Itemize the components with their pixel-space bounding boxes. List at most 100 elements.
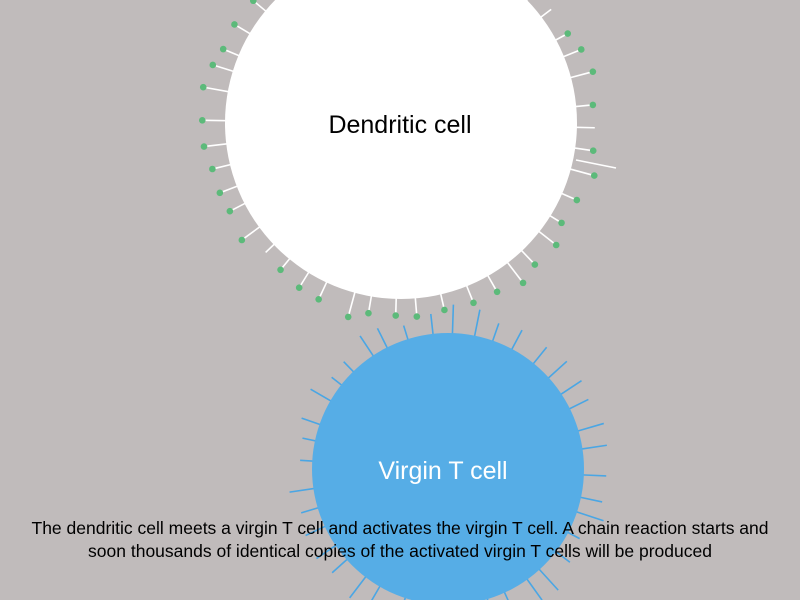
receptor-spike bbox=[574, 104, 591, 108]
receptor-spike bbox=[580, 444, 607, 450]
receptor-spike bbox=[553, 549, 571, 563]
antigen-dot bbox=[238, 236, 246, 244]
receptor-spike bbox=[301, 417, 322, 426]
receptor-spike bbox=[302, 437, 318, 442]
receptor-spike bbox=[349, 575, 368, 599]
t-cell-receptors bbox=[289, 304, 607, 600]
receptor-spike bbox=[525, 577, 543, 600]
receptor-spike bbox=[347, 290, 357, 316]
receptor-spike bbox=[439, 292, 445, 309]
receptor-spike bbox=[205, 142, 229, 148]
receptor-spike bbox=[331, 376, 344, 387]
dendritic-cell bbox=[225, 0, 577, 299]
receptor-spike bbox=[575, 159, 617, 169]
antigen-dot bbox=[493, 288, 501, 296]
antigen-dot bbox=[589, 101, 597, 109]
receptor-spike bbox=[367, 294, 373, 312]
dendritic-cell-label: Dendritic cell bbox=[328, 111, 472, 139]
antigen-dot bbox=[392, 312, 400, 319]
receptor-spike bbox=[343, 361, 356, 374]
receptor-spike bbox=[403, 595, 407, 600]
receptor-spike bbox=[546, 360, 568, 380]
dendritic-cell-antigens bbox=[198, 0, 598, 321]
receptor-spike bbox=[537, 567, 559, 591]
antigen-dot bbox=[552, 241, 560, 249]
receptor-spike bbox=[510, 329, 523, 352]
receptor-spike bbox=[559, 380, 582, 396]
antigen-dot bbox=[295, 284, 303, 291]
antigen-dot bbox=[209, 61, 217, 69]
antigen-dot bbox=[590, 172, 598, 179]
receptor-spike bbox=[265, 242, 276, 253]
antigen-dot bbox=[226, 207, 234, 215]
receptor-spike bbox=[231, 201, 247, 211]
virgin-t-cell bbox=[312, 333, 584, 600]
antigen-dot bbox=[441, 306, 448, 314]
receptor-spike bbox=[214, 163, 233, 170]
receptor-spike bbox=[560, 192, 576, 201]
antigen-dot bbox=[200, 143, 208, 150]
receptor-spike bbox=[491, 323, 500, 343]
receptor-spike bbox=[300, 506, 320, 514]
receptor-spike bbox=[318, 280, 329, 298]
antigen-dot bbox=[589, 147, 597, 154]
receptor-spike bbox=[568, 71, 592, 79]
receptor-spike bbox=[316, 543, 338, 560]
antigen-dot bbox=[198, 117, 206, 124]
receptor-spike bbox=[576, 422, 605, 433]
receptor-spike bbox=[531, 346, 548, 366]
antigen-dot bbox=[470, 299, 477, 307]
receptor-spike bbox=[505, 260, 523, 282]
antigen-dot bbox=[413, 313, 421, 320]
antigen-dot bbox=[199, 83, 207, 91]
caption: The dendritic cell meets a virgin T cell… bbox=[31, 518, 769, 561]
receptor-spike bbox=[289, 487, 316, 493]
receptor-spike bbox=[553, 33, 567, 42]
antigen-dot bbox=[231, 21, 238, 28]
receptor-spike bbox=[359, 335, 375, 358]
receptor-spike bbox=[254, 1, 268, 13]
antigen-dot bbox=[558, 219, 565, 227]
antigen-dot bbox=[249, 0, 257, 5]
dendritic-cell-receptors bbox=[204, 0, 617, 316]
receptor-spike bbox=[402, 325, 410, 342]
receptor-spike bbox=[224, 49, 241, 57]
antigen-dot bbox=[344, 313, 352, 321]
antigen-dot bbox=[531, 261, 539, 268]
receptor-spike bbox=[214, 64, 235, 73]
receptor-spike bbox=[414, 296, 418, 315]
receptor-spike bbox=[371, 584, 382, 600]
antigen-dot bbox=[519, 279, 527, 287]
antigen-dot bbox=[573, 196, 581, 204]
t-cell-label: Virgin T cell bbox=[378, 457, 508, 485]
antigen-dot bbox=[365, 309, 372, 317]
receptor-spike bbox=[429, 313, 435, 336]
receptor-spike bbox=[331, 557, 349, 574]
antigen-dot bbox=[219, 45, 227, 53]
receptor-spike bbox=[473, 309, 481, 338]
receptor-spike bbox=[465, 284, 474, 302]
receptor-spike bbox=[376, 327, 389, 350]
receptor-spike bbox=[537, 229, 556, 245]
receptor-spike bbox=[566, 530, 581, 540]
antigen-dot bbox=[589, 68, 597, 75]
receptor-spike bbox=[451, 304, 455, 336]
receptor-spike bbox=[561, 49, 580, 59]
receptor-spike bbox=[503, 590, 509, 600]
receptor-spike bbox=[300, 459, 315, 462]
antigen-dot bbox=[577, 46, 585, 53]
antigen-dot bbox=[277, 266, 284, 274]
antigen-dot bbox=[209, 165, 216, 173]
receptor-spike bbox=[299, 270, 311, 287]
antigen-dot bbox=[216, 189, 224, 197]
receptor-spike bbox=[578, 496, 603, 503]
antigen-dot bbox=[315, 296, 322, 303]
receptor-spike bbox=[235, 24, 252, 36]
receptor-spike bbox=[221, 184, 239, 193]
receptor-spike bbox=[573, 147, 592, 152]
receptor-spike bbox=[567, 398, 589, 411]
receptor-spike bbox=[310, 388, 333, 403]
receptor-spike bbox=[574, 510, 604, 522]
